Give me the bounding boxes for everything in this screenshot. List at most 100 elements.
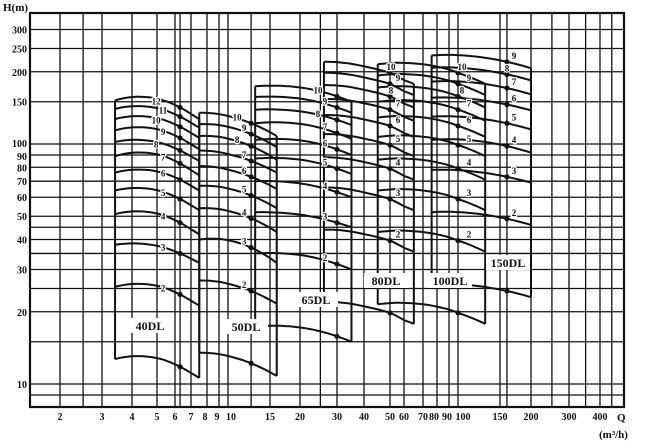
stage-curve-4 — [199, 207, 278, 233]
x-tick-label: 300 — [562, 412, 577, 423]
stage-label: 6 — [161, 169, 166, 179]
stage-label: 9 — [467, 73, 472, 83]
stage-label: 2 — [161, 284, 166, 294]
model-50dl — [198, 111, 278, 377]
stage-curve-2 — [114, 282, 200, 307]
stage-label: 6 — [467, 115, 472, 125]
x-tick-label: 30 — [332, 412, 342, 423]
stage-label: 4 — [161, 212, 166, 222]
y-tick-label: 150 — [12, 98, 27, 109]
stage-label: 8 — [154, 139, 159, 149]
stage-label: 2 — [512, 208, 517, 218]
stage-label: 8 — [235, 135, 240, 145]
rated-point — [504, 71, 510, 77]
rated-point — [387, 196, 393, 202]
x-tick-label: 80 — [429, 412, 439, 423]
stage-label: 2 — [396, 230, 401, 240]
stage-label: 3 — [323, 212, 328, 222]
rated-point — [334, 220, 340, 226]
rated-point — [334, 261, 340, 267]
x-tick-label: 20 — [295, 412, 305, 423]
rated-point — [455, 107, 461, 113]
stage-curve-7 — [431, 80, 532, 96]
stage-label: 5 — [396, 134, 401, 144]
y-tick-label: 70 — [17, 177, 27, 188]
stage-label: 2 — [467, 230, 472, 240]
x-tick-label: 60 — [399, 412, 409, 423]
stage-label: 9 — [161, 127, 166, 137]
stage-label: 7 — [323, 122, 328, 132]
stage-label: 3 — [467, 188, 472, 198]
grid-lines — [30, 13, 624, 407]
stage-curve-12 — [114, 95, 200, 120]
x-tick-label: 5 — [155, 412, 160, 423]
stage-label: 9 — [323, 96, 328, 106]
rated-point — [455, 142, 461, 148]
rated-point — [177, 177, 183, 183]
stage-curve-10 — [114, 115, 200, 139]
rated-point — [334, 146, 340, 152]
stage-curve-2 — [199, 279, 278, 305]
rated-point — [504, 120, 510, 126]
model-label-background — [364, 273, 408, 288]
x-tick-label: 70 — [418, 412, 428, 423]
x-tick-label: 90 — [442, 412, 452, 423]
y-tick-label: 40 — [17, 236, 27, 247]
stage-label: 7 — [161, 152, 166, 162]
y-tick-label: 200 — [12, 68, 27, 79]
rated-point — [504, 59, 510, 65]
rated-point — [455, 81, 461, 87]
y-tick-label: 100 — [12, 139, 27, 150]
y-tick-label: 300 — [12, 25, 27, 36]
model-65dl — [254, 84, 353, 343]
model-150dl — [430, 53, 532, 299]
x-tick-label: 8 — [203, 412, 208, 423]
stage-curve-4 — [431, 138, 532, 154]
x-tick-label: 15 — [265, 412, 275, 423]
rated-point — [455, 310, 461, 316]
stage-label: 9 — [396, 73, 401, 83]
stage-curve-11 — [114, 105, 200, 129]
stage-curve-4 — [323, 156, 415, 181]
rated-point — [455, 196, 461, 202]
stage-curve-7 — [199, 149, 278, 174]
x-tick-label: 7 — [189, 412, 194, 423]
stage-label: 5 — [512, 112, 517, 122]
stage-curve-2 — [323, 228, 415, 253]
stage-label: 11 — [159, 106, 168, 116]
stage-label: 7 — [512, 77, 517, 87]
stage-curve-5 — [114, 187, 200, 212]
x-tick-label: 50 — [385, 412, 395, 423]
stage-curve-3 — [431, 168, 532, 184]
stage-curve-6 — [199, 165, 278, 190]
x-tick-label: 6 — [173, 412, 178, 423]
stage-curve-1 — [377, 301, 486, 325]
rated-point — [177, 114, 183, 120]
stage-curve-3 — [199, 237, 278, 264]
rated-point — [248, 192, 254, 199]
rated-point — [387, 165, 393, 172]
y-tick-label: 20 — [17, 308, 27, 319]
x-tick-label: 3 — [100, 412, 105, 423]
model-label: 100DL — [433, 274, 468, 288]
stage-label: 10 — [458, 62, 468, 72]
stage-label: 9 — [512, 51, 517, 61]
stage-label: 5 — [242, 185, 247, 195]
stage-curve-1 — [114, 355, 200, 379]
model-label-background — [294, 292, 338, 307]
stage-curve-5 — [323, 133, 415, 158]
stage-curve-7 — [114, 151, 200, 177]
y-tick-label: 60 — [17, 193, 27, 204]
stage-label: 6 — [242, 166, 247, 176]
stage-label: 10 — [314, 85, 324, 95]
stage-curve-8 — [431, 66, 532, 82]
rated-point — [504, 101, 510, 108]
x-tick-label: 150 — [493, 412, 508, 423]
stage-curve-7 — [323, 98, 415, 122]
rated-point — [334, 189, 340, 195]
stage-curve-3 — [323, 186, 415, 212]
stage-curve-9 — [323, 71, 415, 96]
rated-point — [504, 216, 510, 222]
rated-point — [455, 123, 461, 129]
